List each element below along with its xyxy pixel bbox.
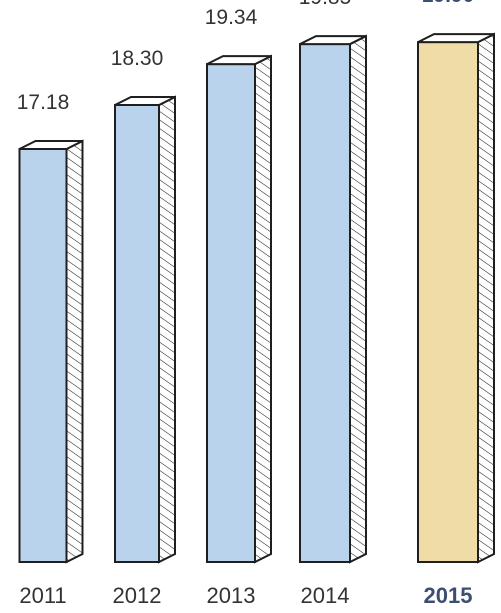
category-label: 2014 [301,583,350,608]
bar-top-face [206,55,272,66]
category-label: 2012 [113,583,162,608]
labels-layer: 17.18 2011 18.30 2012 19.34 2013 19.85 2014 19.9… [17,0,475,608]
value-label: 17.18 [17,91,70,114]
value-label: 19.34 [205,6,258,29]
bars-layer [18,32,495,564]
bar-side-face [254,54,272,564]
bar-2015 [417,32,495,564]
bar-side-face [477,32,495,564]
bar-front-face [206,63,256,563]
value-label: 19.90 [422,0,475,7]
bar-2014 [299,34,367,564]
bar-2011 [18,139,84,564]
value-label: 19.85 [299,0,352,9]
bar-top-face [19,140,83,150]
category-label: 2011 [19,583,66,608]
bar-side-face [349,34,367,564]
category-label: 2015 [424,583,473,608]
bar-front-face [299,43,351,564]
bar-side-face [158,95,176,564]
bar-front-face [18,148,68,563]
bar-top-face [417,33,495,44]
category-label: 2013 [207,583,256,608]
bar-side-face [65,139,84,564]
value-label: 18.30 [111,47,164,70]
bar-2012 [114,95,176,564]
bar-front-face [114,103,160,563]
bar-front-face [417,41,479,563]
bar-top-face [114,95,176,106]
bar-top-face [299,35,367,46]
bar-2013 [206,54,272,564]
